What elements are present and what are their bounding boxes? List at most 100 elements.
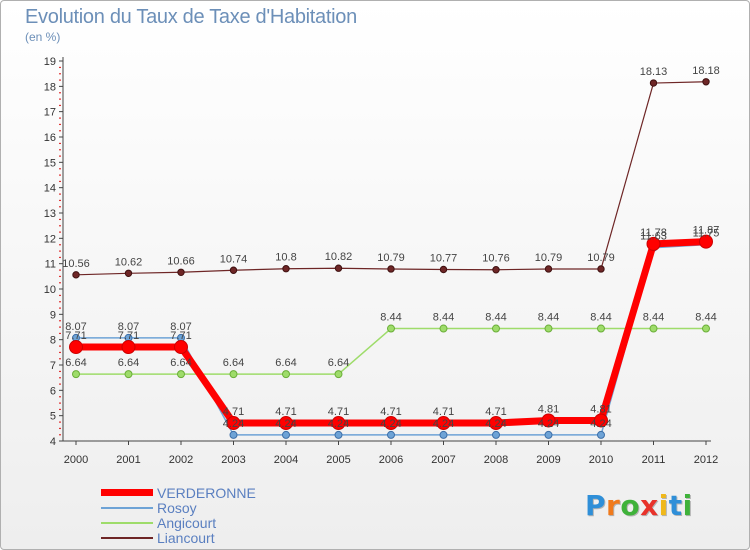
x-tick-label: 2008 [484,454,508,466]
legend-label: Liancourt [157,529,215,546]
legend-label: Rosoy [157,499,197,516]
data-label-verderonne: 4.71 [275,406,296,418]
y-minor-tick [59,275,61,278]
data-label-rosoy: 4.24 [538,418,559,430]
data-point-liancourt [597,265,605,273]
y-tick-label: 13 [44,208,56,220]
data-label-rosoy: 4.24 [328,418,349,430]
y-tick-label: 17 [44,107,56,119]
data-label-angicourt: 8.44 [590,312,611,324]
data-point-angicourt [229,370,238,379]
y-minor-tick [59,320,61,322]
y-minor-tick [59,301,61,303]
x-tick-label: 2005 [326,454,350,466]
data-point-verderonne [489,416,503,431]
y-tick-label: 14 [44,183,56,195]
logo-letter: r [606,489,621,522]
data-label-angicourt: 8.44 [538,312,559,324]
data-label-angicourt: 8.44 [433,312,454,324]
x-tick-label: 2000 [64,454,88,466]
y-minor-tick [59,142,61,145]
y-tick-label: 9 [50,309,56,321]
data-point-verderonne [594,413,608,428]
data-label-liancourt: 10.8 [275,252,296,264]
data-label-liancourt: 10.76 [482,253,510,265]
data-point-angicourt [72,370,80,379]
y-minor-tick [59,174,61,176]
y-minor-tick [59,130,61,132]
data-label-rosoy: 8.07 [65,321,86,333]
data-label-verderonne: 11.87 [693,225,720,237]
legend-label: VERDERONNE [157,484,256,501]
data-label-liancourt: 10.74 [220,253,248,265]
chart-legend: VERDERONNE Rosoy Angicourt Liancourt [101,484,256,546]
x-tick-label: 2001 [116,454,140,466]
y-minor-tick [59,79,61,81]
x-tick-label: 2006 [379,454,403,466]
chart-title: Evolution du Taux de Taxe d'Habitation [25,6,357,28]
y-minor-tick [59,408,61,411]
data-point-rosoy [282,430,290,439]
data-point-liancourt [387,265,395,273]
y-tick-label: 8 [50,335,56,347]
data-label-liancourt: 10.79 [377,252,405,264]
data-point-liancourt [702,78,710,86]
data-point-verderonne [646,236,661,251]
logo-letter: t [668,489,683,522]
y-tick-label: 12 [44,233,56,245]
data-point-rosoy [492,430,500,439]
data-label-angicourt: 8.44 [485,312,506,324]
data-point-angicourt [177,370,185,379]
data-label-angicourt: 6.64 [328,357,349,369]
y-tick-label: 18 [44,81,56,93]
legend-label: Angicourt [157,514,217,531]
data-label-angicourt: 8.44 [380,312,401,324]
data-label-verderonne: 4.71 [485,406,506,418]
legend-swatch [101,521,153,524]
logo-letter: P [585,489,607,522]
data-point-verderonne [174,340,188,355]
x-tick-label: 2003 [221,454,245,466]
y-minor-tick [59,92,61,94]
data-point-liancourt [229,266,238,274]
data-label-angicourt: 6.64 [223,357,244,369]
y-minor-tick [59,199,61,202]
logo-letter: i [682,489,693,522]
y-minor-tick [59,250,61,252]
data-label-verderonne: 4.71 [223,406,244,418]
y-minor-tick [59,421,61,423]
y-minor-tick [59,383,61,385]
y-minor-tick [59,218,61,221]
data-point-verderonne [331,416,346,431]
y-minor-tick [59,332,61,335]
x-tick-label: 2011 [642,454,666,466]
y-tick-label: 5 [50,411,56,423]
legend-item-verderonne: VERDERONNE [101,484,256,501]
data-label-verderonne: 4.71 [328,406,349,418]
data-point-liancourt [282,265,290,273]
data-point-angicourt [702,324,710,333]
y-minor-tick [59,149,61,151]
y-minor-tick [59,73,61,75]
data-point-rosoy [387,430,395,439]
data-point-liancourt [649,79,658,87]
data-label-angicourt: 6.64 [65,357,86,369]
data-label-rosoy: 4.24 [590,418,611,430]
data-point-verderonne [226,416,241,431]
legend-swatch [101,489,153,496]
y-minor-tick [59,256,61,259]
data-point-rosoy [229,430,238,439]
series-line-liancourt [75,81,707,276]
y-minor-tick [59,231,61,233]
data-label-liancourt: 10.82 [325,251,353,263]
data-label-angicourt: 6.64 [275,357,296,369]
proxiti-logo: Proxiti [585,489,693,522]
y-minor-tick [59,427,61,430]
data-point-verderonne [436,416,451,431]
y-minor-tick [59,294,61,297]
y-minor-tick [59,434,61,436]
data-point-angicourt [282,370,290,379]
data-point-rosoy [334,430,343,439]
y-minor-tick [59,123,61,126]
data-label-rosoy: 11.75 [693,228,720,240]
